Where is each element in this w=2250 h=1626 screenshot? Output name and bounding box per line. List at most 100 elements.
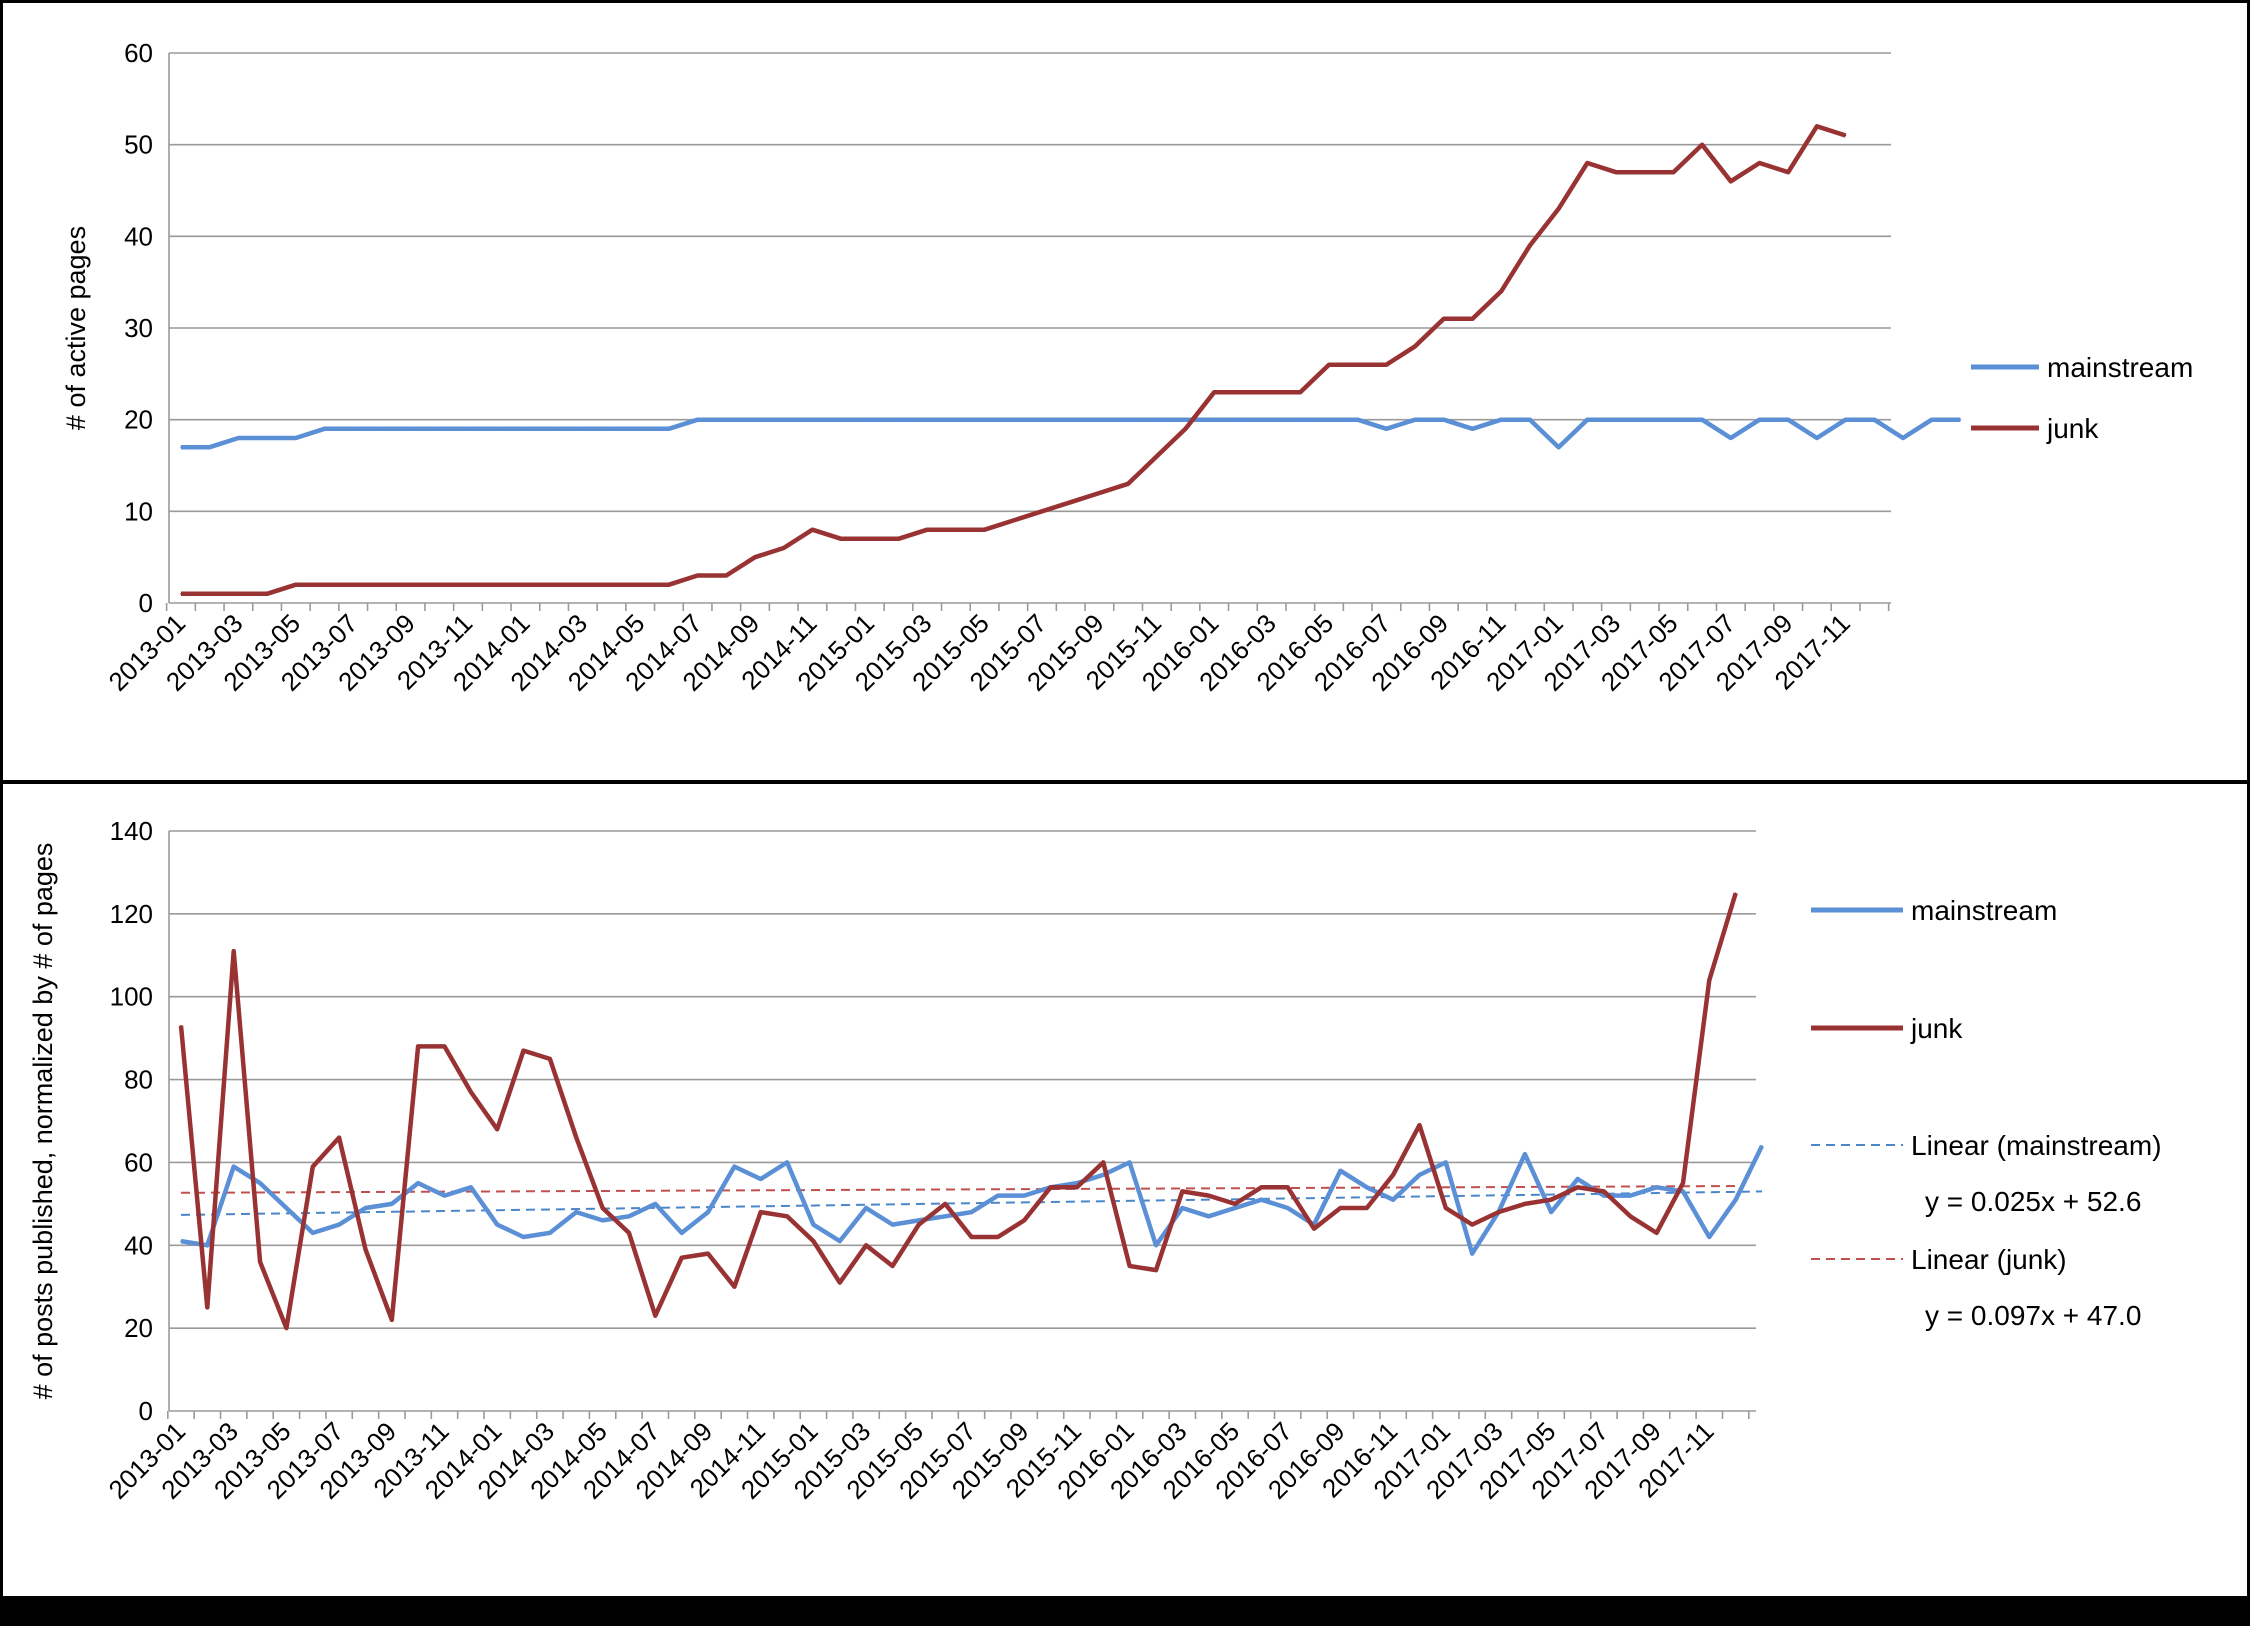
data-point-junk	[997, 1236, 999, 1238]
data-point-mainstream	[1213, 418, 1215, 421]
data-point-mainstream	[997, 1194, 999, 1197]
data-point-junk	[1672, 171, 1675, 173]
data-point-mainstream	[524, 428, 527, 430]
legend-label-trend: Linear (mainstream)	[1911, 1130, 2162, 1161]
data-point-mainstream	[680, 1232, 683, 1234]
data-point-mainstream	[1207, 1215, 1210, 1218]
data-point-mainstream	[180, 446, 182, 448]
data-point-mainstream	[1328, 418, 1330, 421]
data-point-mainstream	[1524, 1153, 1526, 1155]
data-point-junk	[1497, 1211, 1500, 1213]
data-point-junk	[865, 1244, 867, 1247]
data-point-junk	[918, 1223, 920, 1226]
data-point-mainstream	[208, 446, 211, 448]
data-point-mainstream	[1930, 418, 1933, 421]
data-point-mainstream	[1156, 418, 1158, 421]
data-point-junk	[1844, 134, 1847, 137]
y-tick-label: 60	[124, 1147, 153, 1177]
data-point-junk	[869, 538, 871, 540]
data-point-junk	[1207, 1194, 1210, 1197]
data-point-junk	[266, 593, 268, 595]
data-point-junk	[352, 583, 355, 586]
data-point-junk	[1041, 510, 1043, 513]
data-point-junk	[524, 583, 527, 586]
data-point-junk	[1445, 1207, 1447, 1209]
data-point-junk	[381, 583, 383, 586]
data-point-mainstream	[391, 1203, 393, 1205]
data-point-junk	[208, 593, 211, 595]
data-point-junk	[970, 1236, 973, 1238]
data-point-mainstream	[812, 1223, 815, 1226]
data-point-junk	[840, 538, 842, 540]
data-point-junk	[983, 528, 986, 531]
data-point-mainstream	[1586, 418, 1589, 421]
data-point-mainstream	[891, 1223, 894, 1226]
data-point-junk	[1758, 162, 1761, 164]
data-point-mainstream	[601, 1219, 604, 1222]
data-point-junk	[759, 1211, 762, 1213]
data-point-mainstream	[754, 418, 756, 421]
data-point-mainstream	[1550, 1211, 1552, 1213]
data-point-junk	[1471, 318, 1474, 320]
data-point-mainstream	[409, 428, 412, 430]
data-point-mainstream	[610, 428, 613, 430]
data-point-mainstream	[1234, 1207, 1236, 1209]
data-point-junk	[812, 1240, 815, 1242]
y-tick-label: 120	[110, 899, 153, 929]
data-point-mainstream	[733, 1165, 736, 1168]
data-point-junk	[409, 583, 412, 586]
data-point-junk	[601, 1207, 604, 1209]
data-point-junk	[470, 1091, 472, 1093]
data-point-junk	[232, 950, 235, 952]
y-tick-label: 20	[124, 405, 153, 435]
data-point-junk	[782, 547, 785, 549]
data-point-junk	[1529, 244, 1531, 247]
data-point-mainstream	[443, 1194, 446, 1197]
data-point-mainstream	[1155, 1244, 1157, 1247]
data-point-mainstream	[364, 1207, 367, 1209]
trendline-equation: y = 0.025x + 52.6	[1925, 1186, 2141, 1217]
data-point-mainstream	[259, 1182, 261, 1184]
series-line-junk	[178, 892, 1738, 1331]
data-point-junk	[364, 1248, 367, 1251]
data-point-mainstream	[417, 1182, 419, 1184]
data-point-junk	[955, 528, 957, 531]
data-point-junk	[323, 583, 326, 586]
data-point-junk	[1629, 1215, 1632, 1218]
data-point-mainstream	[1844, 418, 1847, 421]
data-point-junk	[891, 1265, 894, 1267]
y-tick-label: 10	[124, 496, 153, 526]
data-point-junk	[1557, 208, 1560, 210]
data-point-junk	[897, 538, 900, 540]
data-point-junk	[1076, 1186, 1078, 1189]
y-tick-label: 40	[124, 1230, 153, 1260]
data-point-mainstream	[1761, 1145, 1763, 1147]
data-point-mainstream	[1734, 1198, 1737, 1201]
data-point-mainstream	[1471, 428, 1474, 430]
data-point-junk	[1418, 1124, 1421, 1126]
data-point-junk	[582, 583, 584, 586]
data-point-junk	[1184, 428, 1187, 430]
trendline-mainstream	[180, 1190, 1763, 1216]
data-point-junk	[1181, 1190, 1184, 1193]
y-tick-label: 40	[124, 221, 153, 251]
data-point-mainstream	[1873, 418, 1876, 421]
data-point-junk	[707, 1252, 709, 1255]
data-point-mainstream	[352, 428, 355, 430]
data-point-junk	[680, 1256, 683, 1259]
data-point-junk	[733, 1285, 736, 1288]
trendline-equation: y = 0.097x + 47.0	[1925, 1300, 2141, 1331]
data-point-junk	[1787, 171, 1789, 173]
legend-label-mainstream: mainstream	[1911, 895, 2057, 926]
data-point-mainstream	[311, 1232, 314, 1234]
data-point-junk	[786, 1215, 788, 1218]
data-point-junk	[1708, 979, 1711, 981]
data-point-mainstream	[1181, 1207, 1184, 1209]
data-point-junk	[1328, 363, 1330, 366]
data-point-mainstream	[654, 1203, 657, 1205]
legend-label-mainstream: mainstream	[2047, 352, 2193, 383]
posts-normalized-chart-panel: 0 20 40 60 80 100 120 140 2013-01 2013-03 2013-05 2…	[3, 784, 2247, 1596]
data-point-mainstream	[1339, 1169, 1342, 1172]
data-point-mainstream	[180, 1240, 182, 1242]
data-point-mainstream	[266, 437, 268, 439]
